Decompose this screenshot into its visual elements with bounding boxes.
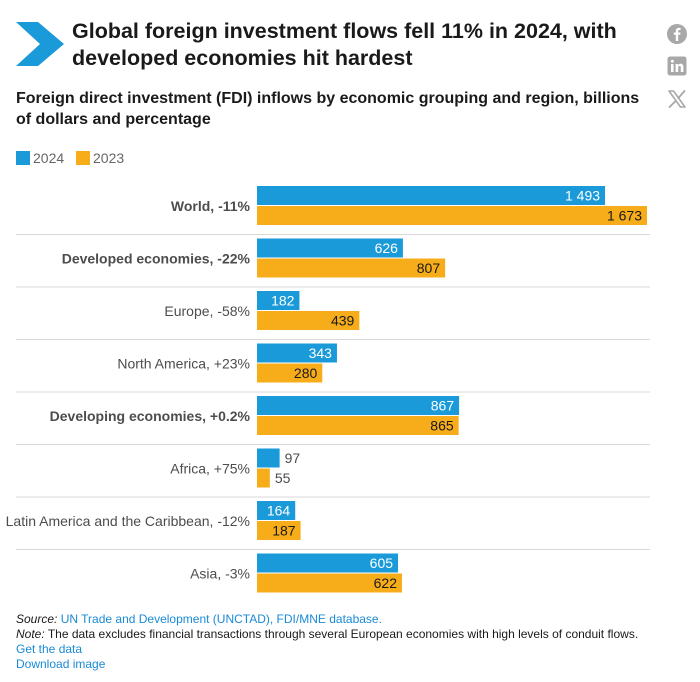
source-line: Source: UN Trade and Development (UNCTAD…	[16, 612, 686, 627]
data-label-2023: 622	[374, 575, 398, 591]
bar-2024-1	[257, 186, 606, 205]
download-image-link[interactable]: Download image	[16, 657, 106, 671]
bar-2024-2	[257, 238, 403, 258]
legend-item-2024: 2024	[16, 150, 64, 166]
source-link[interactable]: UN Trade and Development (UNCTAD), FDI/M…	[60, 612, 382, 626]
bar-2023-8	[257, 573, 402, 593]
data-label-2024: 867	[431, 398, 455, 414]
data-label-2023: 439	[331, 313, 355, 329]
bar-2024-6	[257, 448, 280, 468]
bar-2024-8	[257, 553, 399, 573]
legend-item-2023: 2023	[76, 150, 124, 166]
page-title: Global foreign investment flows fell 11%…	[72, 19, 617, 70]
bar-2023-6	[257, 468, 270, 488]
legend-swatch-2023	[76, 151, 90, 165]
chart-footer: Source: UN Trade and Development (UNCTAD…	[16, 612, 686, 672]
data-label-2024: 1 493	[565, 188, 600, 204]
data-label-2023: 807	[417, 260, 441, 276]
data-label-2024: 343	[309, 345, 333, 361]
bar-2024-5	[257, 396, 460, 415]
data-label-2023: 187	[272, 523, 296, 539]
x-icon[interactable]	[666, 88, 688, 110]
note-text: The data excludes financial transactions…	[47, 627, 639, 641]
category-label: World, -11%	[171, 198, 251, 214]
data-label-2023: 55	[275, 470, 291, 486]
source-label: Source:	[16, 612, 58, 626]
chart-subtitle: Foreign direct investment (FDI) inflows …	[16, 90, 640, 128]
bar-2023-3	[257, 311, 360, 330]
note-line: Note: The data excludes financial transa…	[16, 627, 686, 642]
category-label: Africa, +75%	[170, 461, 250, 477]
data-label-2023: 1 673	[607, 208, 642, 224]
category-label: Europe, -58%	[164, 303, 250, 319]
category-label: Latin America and the Caribbean, -12%	[6, 513, 250, 529]
get-data-link[interactable]: Get the data	[16, 642, 83, 656]
category-label: Developed economies, -22%	[62, 251, 251, 267]
data-label-2024: 626	[375, 240, 399, 256]
data-label-2024: 605	[370, 555, 394, 571]
bar-2023-2	[257, 258, 446, 278]
bar-2023-4	[257, 363, 323, 383]
legend-swatch-2024	[16, 151, 30, 165]
bar-2024-3	[257, 291, 300, 310]
category-label: Asia, -3%	[190, 566, 250, 582]
data-label-2024: 97	[285, 450, 301, 466]
data-label-2024: 182	[271, 293, 295, 309]
legend-label-2023: 2023	[93, 150, 125, 166]
bar-2023-5	[257, 416, 459, 435]
note-label: Note:	[16, 627, 45, 641]
linkedin-icon[interactable]	[666, 55, 688, 77]
legend-label-2024: 2024	[33, 150, 65, 166]
category-label: Developing economies, +0.2%	[50, 408, 251, 424]
bar-2023-7	[257, 521, 301, 540]
category-label: North America, +23%	[117, 356, 250, 372]
data-label-2023: 280	[294, 365, 318, 381]
fdi-bar-chart: World, -11% 1 493 1 673 Developed economies…	[6, 186, 650, 593]
chevron-logo-icon	[16, 22, 64, 66]
bar-2024-7	[257, 501, 296, 520]
data-label-2023: 865	[430, 418, 454, 434]
data-label-2024: 164	[267, 503, 291, 519]
bar-2023-1	[257, 206, 647, 225]
facebook-icon[interactable]	[666, 23, 688, 45]
bar-2024-4	[257, 343, 337, 363]
